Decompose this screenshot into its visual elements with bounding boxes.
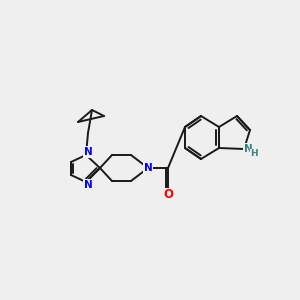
Text: N: N — [84, 180, 92, 190]
Text: H: H — [250, 149, 258, 158]
Text: N: N — [84, 147, 92, 157]
Text: O: O — [163, 188, 173, 202]
Text: N: N — [244, 144, 252, 154]
Text: N: N — [144, 163, 152, 173]
